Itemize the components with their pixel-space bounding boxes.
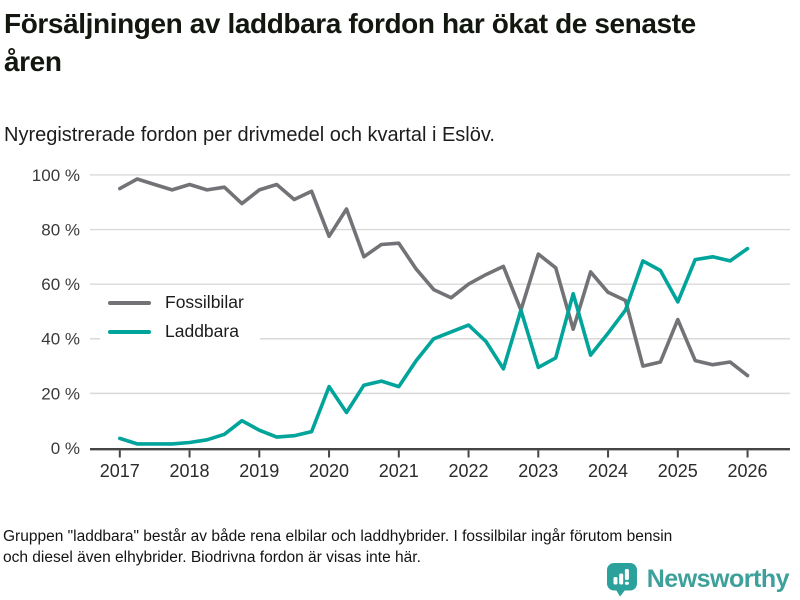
legend-item-fossilbilar: Fossilbilar: [108, 292, 244, 313]
y-tick-label: 100 %: [32, 166, 80, 185]
page-title: Försäljningen av laddbara fordon har öka…: [4, 8, 696, 77]
y-tick-label: 80 %: [41, 220, 80, 239]
laddbara-line-swatch: [108, 329, 151, 334]
legend-label: Laddbara: [165, 321, 239, 341]
y-tick-label: 40 %: [41, 330, 80, 349]
legend-label: Fossilbilar: [165, 292, 244, 312]
x-tick-label: 2022: [449, 461, 489, 481]
y-tick-label: 0 %: [51, 439, 80, 458]
laddbara-data-line: [118, 246, 750, 446]
newsworthy-logo: Newsworthy: [606, 562, 790, 597]
x-tick-label: 2024: [588, 461, 628, 481]
fossilbilar-line-swatch: [108, 300, 151, 305]
legend-item-laddbara: Laddbara: [108, 321, 244, 342]
footnote: Gruppen "laddbara" består av både rena e…: [3, 526, 783, 568]
x-tick-label: 2018: [170, 461, 210, 481]
footnote-line-1: Gruppen "laddbara" består av både rena e…: [3, 528, 673, 545]
y-tick-label: 20 %: [41, 384, 80, 403]
fossilbilar-data-line: [118, 177, 750, 378]
brand-name: Newsworthy: [646, 565, 790, 593]
x-tick-label: 2020: [309, 461, 349, 481]
footnote-line-2: och diesel även elhybrider. Biodrivna fo…: [3, 549, 421, 566]
y-tick-label: 60 %: [41, 275, 80, 294]
x-tick-label: 2023: [518, 461, 558, 481]
x-tick-label: 2021: [379, 461, 419, 481]
x-tick-label: 2019: [239, 461, 279, 481]
x-tick-label: 2025: [658, 461, 698, 481]
newsworthy-bubble-chart-icon: [606, 563, 637, 597]
x-tick-label: 2026: [728, 461, 768, 481]
chart-legend: Fossilbilar Laddbara: [100, 285, 260, 351]
x-tick-label: 2017: [100, 461, 140, 481]
chart-subtitle: Nyregistrerade fordon per drivmedel och …: [4, 124, 495, 146]
